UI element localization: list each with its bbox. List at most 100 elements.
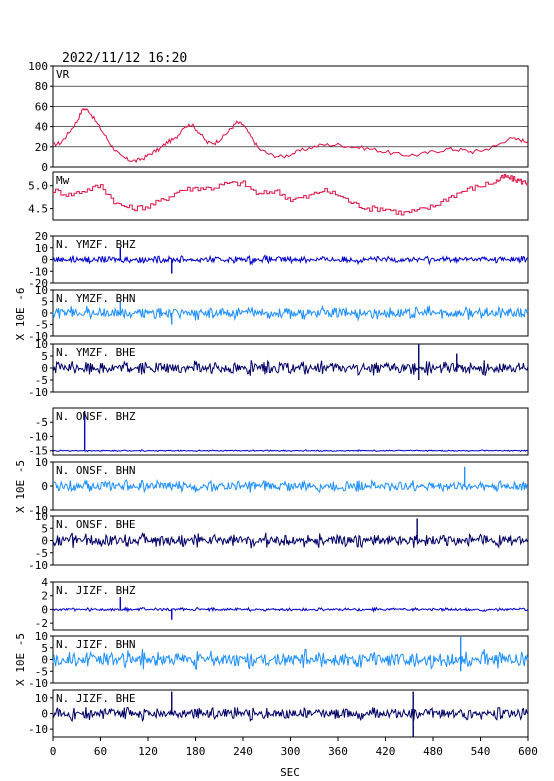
y-tick-label: -10	[28, 386, 48, 399]
x-axis: 0 60 120 180 240 300 360 420 480 540 600	[50, 737, 538, 758]
y-tick-label: 0	[41, 161, 48, 174]
trace-onsf-bhz	[52, 449, 529, 453]
panel-label: N. ONSF. BHZ	[56, 410, 136, 423]
x-tick-label: 60	[94, 745, 107, 758]
x-tick-label: 300	[281, 745, 301, 758]
trace-onsf-bhe	[52, 531, 529, 549]
panel-label: N. JIZF. BHN	[56, 638, 135, 651]
panel-label: N. YMZF. BHN	[56, 292, 135, 305]
panel-label: N. YMZF. BHZ	[56, 238, 136, 251]
x-tick-label: 540	[471, 745, 491, 758]
panel-label: N. ONSF. BHE	[56, 518, 135, 531]
y-tick-label: 0	[41, 603, 48, 616]
panel-frame	[52, 581, 529, 631]
y-tick-label: 5	[41, 296, 48, 309]
y-tick-label: 4	[41, 576, 48, 589]
y-tick-label: 10	[35, 630, 48, 643]
panel-onsf-bhz: -5-10 -15 N. ONSF. BHZ	[28, 407, 529, 458]
y-tick-label: 10	[35, 692, 48, 705]
y-tick-label: -10	[28, 723, 48, 736]
panel-label: VR	[56, 68, 70, 81]
x-tick-label: 0	[50, 745, 57, 758]
y-tick-label: -5	[35, 547, 48, 560]
x-tick-label: 240	[233, 745, 253, 758]
panel-label: N. JIZF. BHE	[56, 692, 135, 705]
y-tick-label: 0	[41, 307, 48, 320]
panel-jizf-bhz: 420-2 N. JIZF. BHZ	[35, 576, 529, 631]
trace-vr	[52, 108, 529, 164]
panel-jizf-bhe: 10 0 -10 N. JIZF. BHE	[28, 689, 529, 738]
y-tick-label: 5	[41, 522, 48, 535]
x-tick-label: 180	[186, 745, 206, 758]
panel-frame	[52, 65, 529, 168]
x-tick-label: 360	[328, 745, 348, 758]
y-tick-label: 4.5	[28, 203, 48, 216]
y-tick-label: 60	[35, 100, 48, 113]
x-tick-label: 120	[138, 745, 158, 758]
y-tick-label: 0	[41, 535, 48, 548]
trace-mw	[53, 174, 529, 216]
panel-frame	[52, 171, 529, 221]
y-tick-label: 10	[35, 242, 48, 255]
y-tick-label: 0	[41, 654, 48, 667]
panel-label: N. JIZF. BHZ	[56, 584, 136, 597]
trace-ymzf-bhz	[52, 254, 529, 266]
trace-ymzf-bhn	[52, 304, 529, 322]
x-axis-label: SEC	[280, 766, 300, 779]
panel-vr: 100 80 60 40 20 0 VR	[28, 60, 529, 174]
panel-label: N. YMZF. BHE	[56, 346, 135, 359]
y-tick-label: 0	[41, 362, 48, 375]
y-tick-label: -10	[28, 330, 48, 343]
y-tick-label: 0	[41, 708, 48, 721]
x-tick-label: 420	[376, 745, 396, 758]
y-tick-label: -20	[28, 277, 48, 290]
y-tick-label: -5	[35, 374, 48, 387]
y-tick-label: -10	[28, 559, 48, 572]
trace-jizf-bhz	[52, 606, 529, 614]
y-tick-label: -10	[28, 430, 48, 443]
y-tick-label: -15	[28, 445, 48, 458]
panel-mw: 5.0 4.5 Mw	[28, 171, 529, 221]
y-tick-label: 5.0	[28, 180, 48, 193]
panel-label: N. ONSF. BHN	[56, 464, 135, 477]
y-tick-label: 0	[41, 480, 48, 493]
trace-jizf-bhe	[52, 706, 529, 723]
y-axis-unit-label: X 10E -6	[14, 288, 27, 341]
panel-label: Mw	[56, 174, 70, 187]
x-tick-label: 600	[518, 745, 538, 758]
y-tick-label: -10	[28, 265, 48, 278]
trace-onsf-bhn	[52, 478, 529, 494]
y-tick-label: 10	[35, 456, 48, 469]
y-tick-label: -10	[28, 677, 48, 690]
y-tick-label: 40	[35, 121, 48, 134]
y-tick-label: -5	[35, 665, 48, 678]
y-axis-unit-label: X 10E -5	[14, 460, 27, 513]
y-tick-label: 5	[41, 642, 48, 655]
x-tick-label: 480	[423, 745, 443, 758]
panel-onsf-bhn: 10 0 -10 N. ONSF. BHN	[28, 456, 529, 517]
y-tick-label: -10	[28, 504, 48, 517]
y-tick-label: 100	[28, 60, 48, 73]
datetime-title: 2022/11/12 16:20	[62, 51, 187, 66]
y-tick-label: -5	[35, 416, 48, 429]
trace-jizf-bhn	[52, 648, 529, 671]
y-tick-label: 20	[35, 141, 48, 154]
y-tick-label: 10	[35, 510, 48, 523]
y-tick-label: 80	[35, 80, 48, 93]
panel-frame	[52, 407, 529, 456]
y-tick-label: 10	[35, 284, 48, 297]
trace-ymzf-bhe	[52, 359, 529, 376]
y-tick-label: 2	[41, 590, 48, 603]
y-tick-label: 20	[35, 230, 48, 243]
y-axis-unit-label: X 10E -5	[14, 633, 27, 686]
y-tick-label: -2	[35, 617, 48, 630]
y-tick-label: 5	[41, 350, 48, 363]
y-tick-label: -5	[35, 319, 48, 332]
